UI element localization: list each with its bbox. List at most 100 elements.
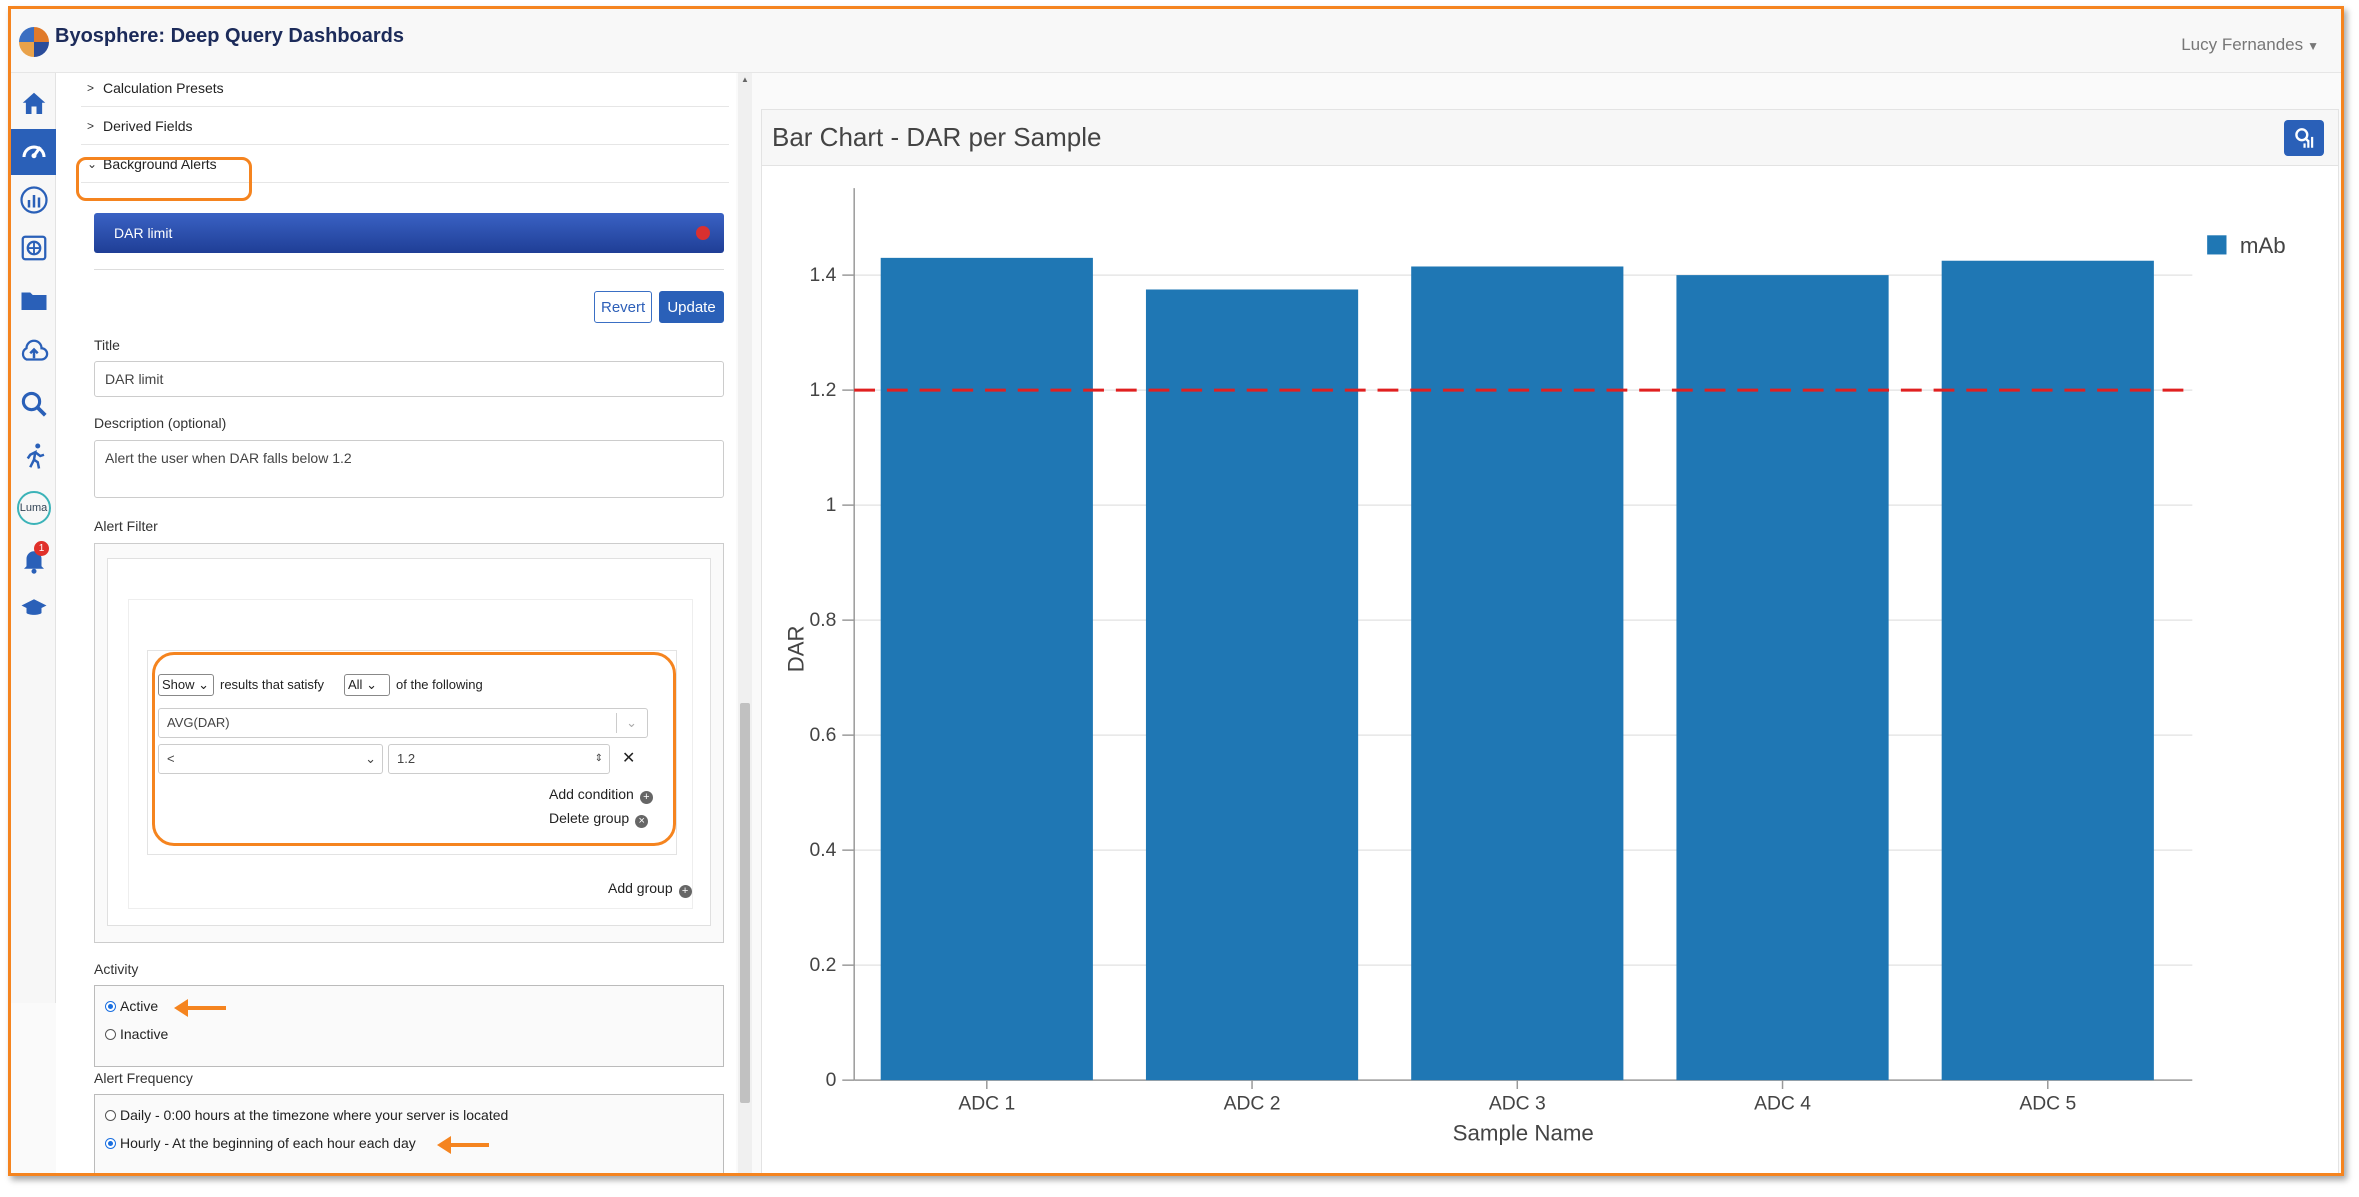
nav-database[interactable] [11, 225, 56, 271]
add-group-label: Add group [608, 880, 673, 896]
app-window: Byosphere: Deep Query Dashboards Lucy Fe… [8, 6, 2344, 1176]
y-tick-label: 1.2 [809, 380, 836, 401]
app-title: Byosphere: Deep Query Dashboards [55, 25, 404, 47]
chevron-down-icon: ⌄ [626, 715, 637, 730]
description-textarea[interactable]: Alert the user when DAR falls below 1.2 [94, 440, 724, 498]
y-tick-label: 0.8 [809, 610, 836, 631]
satisfy-text: results that satisfy [220, 677, 325, 692]
nav-home[interactable] [11, 81, 56, 127]
bar [1411, 266, 1624, 1081]
database-icon [21, 235, 46, 261]
radio-hourly[interactable]: Hourly - At the beginning of each hour e… [105, 1135, 416, 1151]
title-label: Title [94, 337, 120, 353]
revert-button[interactable]: Revert [594, 291, 652, 323]
radio-button[interactable] [105, 1110, 116, 1121]
radio-label: Active [120, 998, 159, 1014]
radio-button-selected[interactable] [105, 1138, 116, 1149]
update-button[interactable]: Update [659, 291, 724, 323]
delete-group-label: Delete group [549, 810, 630, 826]
show-select[interactable]: Show ⌄ [158, 674, 214, 696]
x-tick-label: ADC 4 [1754, 1094, 1811, 1115]
scroll-up-icon[interactable]: ▲ [741, 75, 749, 84]
radio-active[interactable]: Active [105, 998, 158, 1014]
y-tick-label: 1 [826, 495, 837, 516]
close-circle-icon: × [635, 815, 649, 828]
alert-frequency-label: Alert Frequency [94, 1070, 193, 1086]
number-spinner-icon[interactable]: ⇕ [594, 753, 603, 764]
byosphere-logo-icon[interactable] [19, 27, 49, 57]
y-tick-label: 1.4 [809, 265, 836, 286]
caret-down-icon: ▼ [2307, 39, 2319, 53]
accordion-label: Derived Fields [103, 118, 193, 134]
top-bar: Byosphere: Deep Query Dashboards Lucy Fe… [11, 9, 2341, 73]
accordion-label: Background Alerts [103, 156, 217, 172]
chart-title: Bar Chart - DAR per Sample [772, 122, 1102, 152]
accordion-label: Calculation Presets [103, 80, 224, 96]
nav-folders[interactable] [11, 277, 56, 323]
panel-scrollbar[interactable]: ▲ [738, 73, 752, 1173]
highlight-background-alerts [76, 157, 252, 201]
field-select[interactable]: AVG(DAR) ⌄ [158, 708, 648, 738]
add-group-button[interactable]: Add group + [608, 880, 692, 898]
add-condition-label: Add condition [549, 786, 634, 802]
bar [1941, 260, 2154, 1081]
select-divider [616, 713, 617, 733]
annotation-arrow-icon [437, 1136, 489, 1154]
search-icon [21, 391, 47, 417]
chart-config-icon [2295, 128, 2314, 148]
nav-search[interactable] [11, 381, 56, 427]
chevron-down-icon: ⌄ [87, 157, 98, 171]
legend-label: mAb [2240, 233, 2286, 258]
x-tick-label: ADC 3 [1489, 1094, 1546, 1115]
description-label: Description (optional) [94, 415, 227, 431]
y-axis-title: DAR [784, 626, 809, 673]
folder-icon [21, 292, 46, 310]
x-tick-label: ADC 5 [2019, 1094, 2076, 1115]
radio-button[interactable] [105, 1029, 116, 1040]
bar-chart: 0 0.2 0.4 0.6 0.8 1 1.2 1.4 ADC 1 ADC 2 ADC 3 ADC 4… [784, 188, 2286, 1146]
scrollbar-thumb[interactable] [740, 703, 750, 1103]
activity-radio-group: Active Inactive [94, 985, 724, 1067]
radio-daily[interactable]: Daily - 0:00 hours at the timezone where… [105, 1107, 508, 1123]
alert-item-label: DAR limit [114, 225, 173, 241]
radio-inactive[interactable]: Inactive [105, 1026, 168, 1042]
alert-filter-label: Alert Filter [94, 518, 158, 534]
accordion-derived-fields[interactable]: > Derived Fields [81, 107, 729, 145]
nav-learning[interactable] [11, 585, 56, 631]
remove-condition-icon[interactable]: ✕ [622, 750, 636, 767]
nav-activity[interactable] [11, 433, 56, 479]
plus-circle-icon: + [639, 791, 653, 804]
accordion-background-alerts[interactable]: ⌄ Background Alerts [81, 145, 729, 183]
x-tick-label: ADC 2 [1224, 1094, 1281, 1115]
chevron-right-icon: > [87, 81, 95, 95]
nav-upload[interactable] [11, 329, 56, 375]
nav-luma[interactable]: Luma [11, 485, 56, 531]
user-menu[interactable]: Lucy Fernandes ▼ [2181, 35, 2319, 55]
alert-settings-panel: > Calculation Presets > Derived Fields ⌄ Ba… [56, 73, 736, 1173]
accordion-calculation-presets[interactable]: > Calculation Presets [81, 73, 729, 107]
operator-select[interactable]: < ⌄ [158, 744, 383, 774]
luma-icon: Luma [16, 491, 51, 525]
bar [1145, 289, 1359, 1081]
nav-notifications[interactable]: 1 [11, 537, 56, 583]
delete-alert-icon[interactable] [696, 226, 710, 240]
chart-header: Bar Chart - DAR per Sample [762, 110, 2338, 166]
chart-settings-button[interactable] [2284, 120, 2324, 156]
match-all-value: All [348, 677, 363, 692]
operator-value: < [167, 751, 175, 766]
alert-item-dar-limit[interactable]: DAR limit [94, 213, 724, 253]
following-text: of the following [396, 677, 483, 692]
y-tick-label: 0 [826, 1070, 837, 1091]
delete-group-button[interactable]: Delete group × [549, 810, 649, 828]
add-condition-button[interactable]: Add condition + [549, 786, 653, 804]
dashboard-gauge-icon [21, 145, 46, 159]
bar [1676, 275, 1889, 1081]
value-number-input[interactable]: 1.2 ⇕ [388, 744, 610, 774]
nav-analytics[interactable] [11, 177, 56, 223]
title-input[interactable]: DAR limit [94, 361, 724, 397]
nav-dashboards[interactable] [11, 129, 56, 175]
radio-button-selected[interactable] [105, 1001, 116, 1012]
match-all-select[interactable]: All ⌄ [344, 674, 390, 696]
value-number: 1.2 [397, 751, 416, 766]
field-select-value: AVG(DAR) [167, 715, 230, 730]
